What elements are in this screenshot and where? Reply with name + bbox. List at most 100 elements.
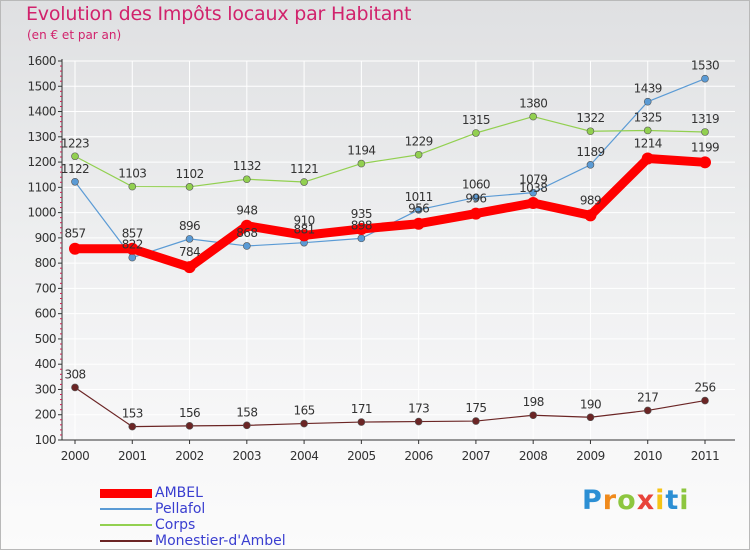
- data-label-pellafol: 1122: [61, 162, 89, 176]
- data-point-ambel: [183, 261, 196, 274]
- y-tick-label: 1600: [27, 54, 56, 68]
- data-label-ambel: 1214: [634, 137, 662, 151]
- data-point-corps: [643, 126, 652, 135]
- data-point-ambel: [240, 219, 253, 232]
- data-label-corps: 1102: [175, 167, 203, 181]
- data-label-pellafol: 1060: [462, 177, 490, 191]
- logo-letter: P: [582, 485, 603, 516]
- x-tick-label: 2002: [175, 449, 204, 463]
- legend-label: Corps: [155, 517, 196, 533]
- y-tick-label: 400: [35, 357, 56, 371]
- data-label-ambel: 996: [465, 192, 486, 206]
- data-label-monestier-d-ambel: 198: [523, 395, 544, 409]
- data-point-monestier-d-ambel: [300, 419, 308, 428]
- legend-swatch: [100, 540, 152, 542]
- data-point-pellafol: [529, 188, 537, 197]
- data-label-ambel: 935: [351, 207, 372, 221]
- data-label-ambel: 857: [64, 227, 85, 241]
- data-label-monestier-d-ambel: 217: [637, 390, 658, 404]
- data-label-pellafol: 1439: [634, 82, 662, 96]
- data-point-corps: [701, 128, 709, 136]
- data-label-ambel: 857: [122, 227, 143, 241]
- x-tick-label: 2001: [118, 449, 147, 463]
- data-label-monestier-d-ambel: 190: [580, 397, 601, 411]
- data-label-ambel: 948: [236, 204, 257, 218]
- data-label-ambel: 989: [580, 193, 601, 207]
- logo-letter: i: [655, 485, 666, 516]
- data-point-ambel: [641, 152, 654, 165]
- data-point-corps: [586, 127, 595, 136]
- data-label-pellafol: 822: [122, 238, 143, 252]
- data-label-monestier-d-ambel: 256: [694, 381, 715, 395]
- data-point-corps: [300, 178, 308, 186]
- logo-letter: o: [617, 485, 637, 516]
- data-label-ambel: 784: [179, 245, 200, 259]
- y-tick-label: 100: [35, 433, 56, 447]
- chart-title: Evolution des Impôts locaux par Habitant: [26, 3, 412, 25]
- data-label-corps: 1322: [576, 111, 604, 125]
- y-tick-label: 1000: [27, 206, 56, 220]
- y-tick-label: 200: [35, 408, 56, 422]
- data-point-pellafol: [414, 206, 423, 214]
- chart-subtitle: (en € et par an): [27, 28, 122, 42]
- logo-letter: x: [636, 485, 656, 516]
- y-tick-label: 800: [35, 256, 56, 270]
- data-label-corps: 1223: [61, 136, 89, 150]
- data-label-monestier-d-ambel: 173: [408, 402, 429, 416]
- data-point-pellafol: [643, 97, 652, 106]
- data-point-ambel: [126, 242, 139, 255]
- proxiti-logo: Proxiti: [582, 485, 690, 516]
- data-point-pellafol: [243, 242, 251, 250]
- data-point-monestier-d-ambel: [357, 418, 366, 426]
- logo-letter: i: [679, 485, 690, 516]
- series-line-ambel: [70, 154, 710, 272]
- data-label-monestier-d-ambel: 171: [351, 402, 372, 416]
- data-label-corps: 1194: [347, 144, 375, 158]
- data-label-monestier-d-ambel: 165: [294, 404, 315, 418]
- data-point-corps: [414, 150, 423, 159]
- data-label-pellafol: 896: [179, 219, 200, 233]
- y-tick-label: 600: [35, 307, 56, 321]
- x-tick-label: 2004: [290, 449, 319, 463]
- data-label-monestier-d-ambel: 308: [64, 367, 85, 381]
- data-label-monestier-d-ambel: 153: [122, 407, 143, 421]
- data-label-pellafol: 898: [351, 218, 372, 232]
- data-point-monestier-d-ambel: [71, 383, 79, 392]
- x-tick-label: 2010: [633, 449, 662, 463]
- y-tick-label: 1300: [27, 130, 56, 144]
- x-tick-label: 2009: [576, 449, 605, 463]
- data-point-monestier-d-ambel: [185, 422, 194, 430]
- legend-label: Pellafol: [155, 501, 206, 517]
- data-label-ambel: 1199: [691, 140, 719, 154]
- data-point-monestier-d-ambel: [243, 421, 251, 430]
- data-point-corps: [472, 129, 480, 137]
- y-tick-label: 1200: [27, 155, 56, 169]
- y-tick-label: 300: [35, 382, 56, 396]
- data-label-pellafol: 868: [236, 226, 257, 240]
- data-point-corps: [71, 152, 79, 161]
- data-point-monestier-d-ambel: [472, 417, 480, 425]
- data-label-monestier-d-ambel: 158: [236, 405, 257, 419]
- data-label-corps: 1315: [462, 113, 490, 127]
- x-tick-label: 2000: [61, 449, 90, 463]
- data-point-ambel: [355, 223, 368, 236]
- data-label-corps: 1319: [691, 112, 719, 126]
- data-point-ambel: [469, 207, 482, 220]
- y-tick-label: 1400: [27, 105, 56, 119]
- series-line-corps: [74, 115, 706, 188]
- data-label-corps: 1132: [233, 159, 261, 173]
- legend-label: Monestier-d'Ambel: [155, 533, 286, 549]
- data-point-monestier-d-ambel: [643, 406, 652, 415]
- data-label-ambel: 910: [294, 213, 315, 227]
- data-label-corps: 1325: [634, 110, 662, 124]
- data-point-monestier-d-ambel: [701, 396, 709, 405]
- data-point-monestier-d-ambel: [586, 413, 595, 422]
- data-label-ambel: 956: [408, 202, 429, 216]
- data-label-pellafol: 1079: [519, 173, 547, 187]
- data-label-corps: 1121: [290, 162, 318, 176]
- y-tick-label: 1500: [27, 79, 56, 93]
- x-tick-label: 2008: [519, 449, 548, 463]
- legend-swatch: [100, 524, 152, 526]
- data-point-ambel: [584, 209, 597, 222]
